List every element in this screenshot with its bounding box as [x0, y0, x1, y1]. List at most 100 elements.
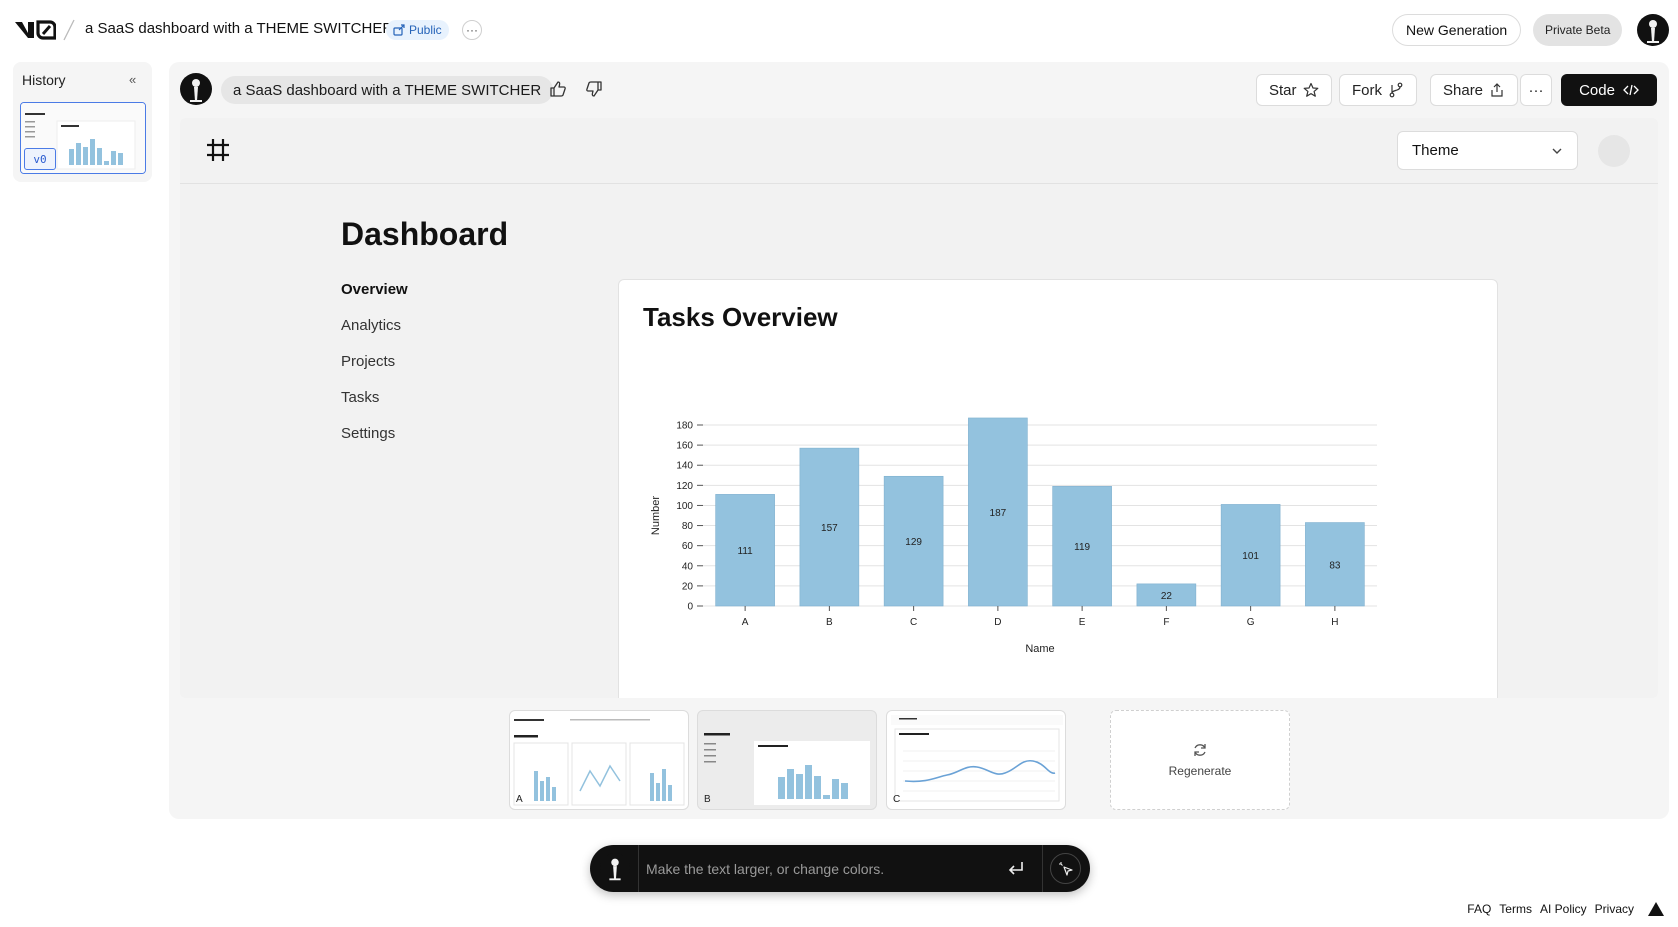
bar	[883, 475, 944, 607]
thumbs-down-icon[interactable]	[583, 78, 605, 100]
history-label: History	[22, 72, 66, 88]
share-label: Share	[1443, 81, 1484, 99]
history-panel: History « v0	[13, 62, 152, 182]
x-tick-label: D	[994, 617, 1001, 628]
new-generation-button[interactable]: New Generation	[1392, 14, 1522, 46]
bar	[1052, 486, 1112, 607]
bar-value-label: 101	[1242, 551, 1259, 562]
bar-value-label: 129	[905, 537, 922, 548]
enter-icon[interactable]	[1006, 858, 1026, 878]
privacy-link[interactable]: Privacy	[1594, 902, 1634, 916]
y-tick-label: 120	[676, 481, 693, 492]
x-axis-title: Name	[1025, 643, 1054, 655]
refresh-icon	[1194, 744, 1206, 756]
more-options-button[interactable]: ···	[462, 20, 482, 40]
variant-label: C	[893, 794, 901, 805]
user-avatar[interactable]	[1637, 14, 1669, 46]
y-tick-label: 100	[676, 501, 693, 512]
share-public-icon	[393, 24, 405, 36]
x-tick-label: A	[742, 617, 749, 628]
footer-links: FAQ Terms AI Policy Privacy	[1467, 902, 1664, 916]
chat-user-avatar	[180, 73, 212, 105]
regenerate-button[interactable]: Regenerate	[1110, 710, 1290, 810]
x-tick-label: G	[1247, 617, 1255, 628]
tasks-overview-card: Tasks Overview 0 20 40 60 80 100 120 140 160 180 1…	[618, 279, 1498, 698]
input-divider	[638, 845, 639, 892]
visibility-label: Public	[409, 23, 442, 37]
variant-c-thumbnail[interactable]: C	[886, 710, 1066, 810]
nav-item-tasks[interactable]: Tasks	[341, 389, 380, 406]
y-tick-label: 0	[687, 602, 693, 613]
ai-policy-link[interactable]: AI Policy	[1539, 902, 1587, 916]
theme-toggle-button[interactable]	[1598, 135, 1630, 167]
nav-item-overview[interactable]: Overview	[341, 281, 408, 298]
chevron-down-icon	[1552, 148, 1562, 154]
input-divider	[1042, 845, 1043, 892]
variant-b-thumbnail[interactable]: B	[697, 710, 877, 810]
prompt-input[interactable]	[646, 855, 986, 882]
fork-label: Fork	[1352, 81, 1382, 99]
x-tick-label: E	[1079, 617, 1086, 628]
x-tick-label: F	[1163, 617, 1169, 628]
bar	[968, 417, 1028, 607]
code-button[interactable]: Code	[1561, 74, 1657, 106]
bar-value-label: 187	[990, 508, 1007, 519]
variant-b-preview	[704, 733, 870, 805]
bar-value-label: 157	[821, 523, 838, 534]
faq-link[interactable]: FAQ	[1467, 902, 1492, 916]
bar-value-label: 83	[1329, 560, 1341, 571]
bar	[1220, 504, 1281, 607]
y-tick-label: 40	[682, 561, 694, 572]
preview-area: Theme Dashboard Overview Analytics Proje…	[180, 118, 1658, 698]
variant-a-preview	[513, 719, 685, 806]
cursor-click-icon	[1058, 861, 1073, 876]
version-tag[interactable]: v0	[24, 148, 56, 170]
y-tick-label: 20	[682, 581, 694, 592]
theme-select[interactable]: Theme	[1397, 131, 1578, 170]
star-icon	[1303, 82, 1318, 97]
bar-value-label: 111	[738, 546, 754, 557]
thumbs-up-icon[interactable]	[547, 78, 569, 100]
history-version-thumbnail[interactable]: v0	[20, 102, 146, 174]
code-icon	[1623, 84, 1639, 96]
v0-logo[interactable]	[14, 18, 56, 42]
avatar-figure-icon	[1647, 20, 1659, 43]
y-tick-label: 180	[676, 421, 693, 432]
input-user-avatar	[600, 853, 630, 883]
y-tick-label: 140	[676, 461, 693, 472]
regenerate-label: Regenerate	[1168, 764, 1232, 778]
triangle-logo-icon[interactable]	[1648, 902, 1664, 916]
bar	[799, 447, 860, 607]
chart-title: Tasks Overview	[643, 302, 838, 332]
variant-a-thumbnail[interactable]: A	[509, 710, 689, 810]
nav-item-settings[interactable]: Settings	[341, 425, 396, 442]
x-tick-label: C	[910, 617, 917, 628]
collapse-icon[interactable]: «	[129, 72, 137, 87]
visibility-badge[interactable]: Public	[386, 20, 449, 40]
bar	[715, 494, 775, 607]
private-beta-button[interactable]: Private Beta	[1533, 14, 1623, 46]
bar	[1305, 522, 1365, 607]
share-button[interactable]: Share	[1430, 74, 1519, 106]
more-actions-button[interactable]: ···	[1520, 74, 1552, 106]
fork-button[interactable]: Fork	[1339, 74, 1417, 106]
pointer-select-button[interactable]	[1050, 853, 1081, 884]
nav-item-projects[interactable]: Projects	[341, 353, 396, 370]
star-label: Star	[1269, 81, 1297, 99]
terms-link[interactable]: Terms	[1499, 902, 1532, 916]
nav-item-analytics[interactable]: Analytics	[341, 317, 402, 334]
fork-icon	[1389, 82, 1403, 98]
star-button[interactable]: Star	[1256, 74, 1332, 106]
y-tick-label: 60	[682, 541, 694, 552]
project-title[interactable]: a SaaS dashboard with a THEME SWITCHER	[85, 20, 394, 37]
variant-label: B	[704, 794, 711, 805]
dashboard-nav: Overview Analytics Projects Tasks Settin…	[341, 280, 408, 460]
share-icon	[1491, 83, 1503, 97]
x-tick-label: H	[1331, 617, 1338, 628]
variant-label: A	[516, 794, 523, 805]
theme-select-value: Theme	[1412, 142, 1459, 159]
code-label: Code	[1579, 81, 1615, 99]
top-bar: a SaaS dashboard with a THEME SWITCHER P…	[0, 0, 1678, 60]
x-tick-label: B	[826, 617, 833, 628]
y-tick-label: 80	[682, 521, 694, 532]
